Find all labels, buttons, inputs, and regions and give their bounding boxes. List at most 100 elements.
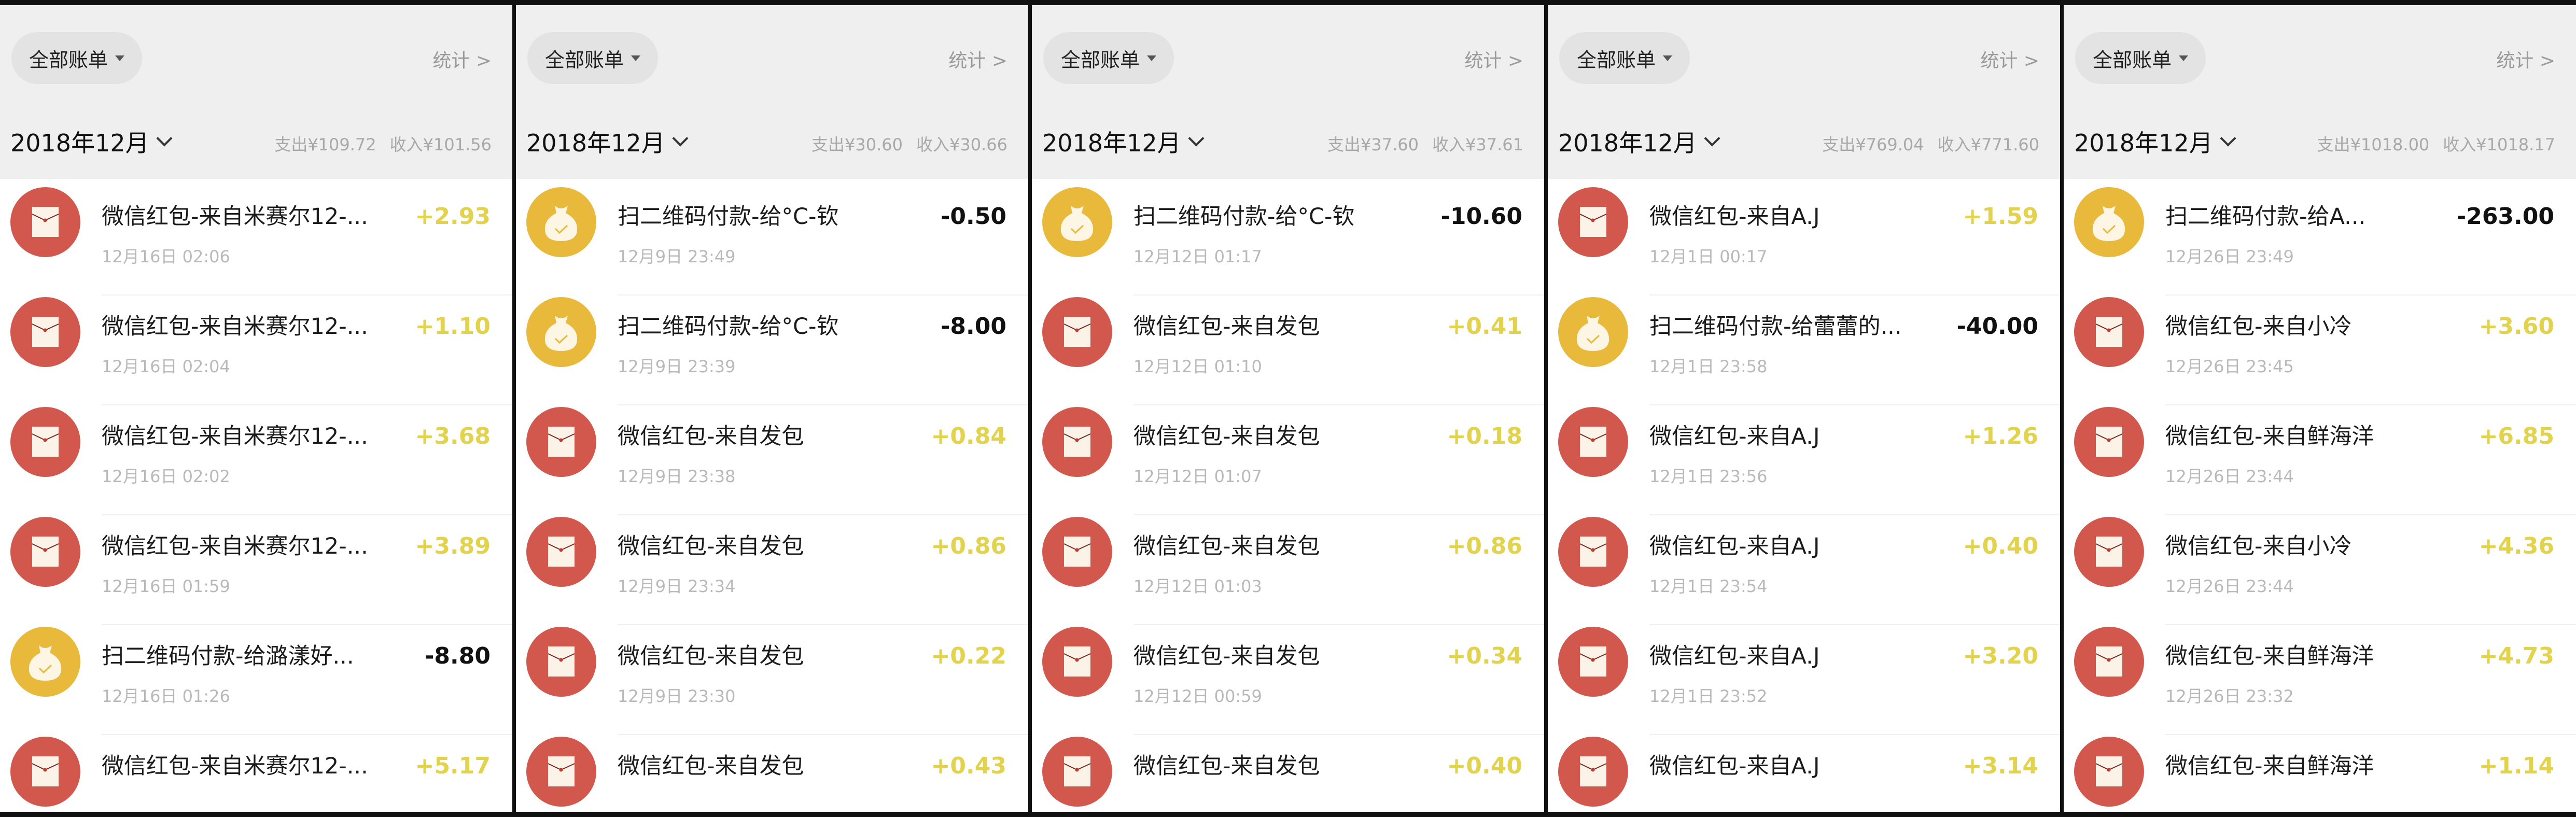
transaction-amount: -8.00 bbox=[941, 313, 1006, 340]
transaction-row[interactable]: 微信红包-来自发包 12月12日 01:10 +0.41 bbox=[1032, 295, 1544, 405]
transaction-row[interactable]: 微信红包-来自发包 12月12日 00:59 +0.34 bbox=[1032, 625, 1544, 735]
transaction-date: 12月9日 23:34 bbox=[618, 576, 736, 596]
transaction-row[interactable]: 微信红包-来自米赛尔12-... 12月16日 02:06 +2.93 bbox=[0, 186, 512, 295]
transaction-row[interactable]: 微信红包-来自鲜海洋 12月26日 23:44 +6.85 bbox=[2064, 405, 2576, 515]
red-packet-icon bbox=[1558, 407, 1628, 477]
stats-link[interactable]: 统计 > bbox=[432, 50, 492, 72]
transaction-row[interactable]: 微信红包-来自米赛尔12-... 12月16日 01:59 +3.89 bbox=[0, 515, 512, 625]
bill-header: 全部账单 统计 > 2018年12月 支出¥30.60 收入¥30.66 bbox=[516, 5, 1028, 179]
transaction-amount: +0.40 bbox=[1447, 753, 1522, 779]
transaction-title: 微信红包-来自鲜海洋 bbox=[2165, 643, 2374, 669]
transaction-title: 扫二维码付款-给蕾蕾的... bbox=[1649, 314, 1902, 340]
red-packet-icon bbox=[10, 407, 80, 477]
transaction-row[interactable]: 微信红包-来自米赛尔12-... 12月16日 02:04 +1.10 bbox=[0, 295, 512, 405]
transaction-date: 12月16日 02:04 bbox=[102, 357, 230, 376]
transaction-row[interactable]: 扫二维码付款-给蕾蕾的... 12月1日 23:58 -40.00 bbox=[1548, 295, 2060, 405]
transaction-row[interactable]: 微信红包-来自鲜海洋 +1.14 bbox=[2064, 735, 2576, 808]
stats-link[interactable]: 统计 > bbox=[1464, 50, 1523, 72]
transaction-date: 12月12日 01:17 bbox=[1133, 247, 1262, 266]
transaction-amount: +1.59 bbox=[1963, 203, 2038, 230]
red-packet-icon bbox=[1558, 627, 1628, 697]
transaction-row[interactable]: 微信红包-来自小冷 12月26日 23:45 +3.60 bbox=[2064, 295, 2576, 405]
stats-link[interactable]: 统计 > bbox=[948, 50, 1007, 72]
stats-link[interactable]: 统计 > bbox=[2496, 50, 2555, 72]
bill-panel: 全部账单 统计 > 2018年12月 支出¥30.60 收入¥30.66 扫二维… bbox=[516, 5, 1028, 812]
red-packet-icon bbox=[1042, 297, 1112, 367]
month-picker[interactable]: 2018年12月 bbox=[2074, 124, 2236, 159]
month-picker[interactable]: 2018年12月 bbox=[1042, 124, 1205, 159]
row-divider bbox=[1649, 514, 2060, 515]
transaction-row[interactable]: 微信红包-来自发包 12月9日 23:34 +0.86 bbox=[516, 515, 1028, 625]
transaction-row[interactable]: 扫二维码付款-给潞漾好... 12月16日 01:26 -8.80 bbox=[0, 625, 512, 735]
transaction-row[interactable]: 微信红包-来自A.J 12月1日 00:17 +1.59 bbox=[1548, 186, 2060, 295]
transaction-row[interactable]: 扫二维码付款-给A... 12月26日 23:49 -263.00 bbox=[2064, 186, 2576, 295]
stats-link[interactable]: 统计 > bbox=[1980, 50, 2039, 72]
transaction-row[interactable]: 扫二维码付款-给°C-钦 12月9日 23:39 -8.00 bbox=[516, 295, 1028, 405]
transaction-row[interactable]: 微信红包-来自米赛尔12-... 12月16日 02:02 +3.68 bbox=[0, 405, 512, 515]
month-picker[interactable]: 2018年12月 bbox=[1558, 124, 1720, 159]
transaction-row[interactable]: 微信红包-来自发包 12月12日 01:07 +0.18 bbox=[1032, 405, 1544, 515]
transaction-title: 微信红包-来自发包 bbox=[618, 424, 804, 449]
red-packet-icon bbox=[2074, 627, 2144, 697]
transaction-title: 扫二维码付款-给°C-钦 bbox=[618, 314, 839, 340]
row-divider bbox=[1649, 294, 2060, 295]
all-bills-filter-button[interactable]: 全部账单 bbox=[527, 32, 659, 84]
all-bills-filter-button[interactable]: 全部账单 bbox=[1043, 32, 1174, 84]
row-divider bbox=[102, 624, 512, 625]
transaction-title: 微信红包-来自米赛尔12-... bbox=[102, 753, 368, 779]
transaction-amount: +0.34 bbox=[1447, 643, 1522, 669]
filter-label: 全部账单 bbox=[545, 48, 624, 72]
row-divider bbox=[102, 404, 512, 405]
row-divider bbox=[1133, 624, 1544, 625]
income-summary: 收入¥771.60 bbox=[1937, 135, 2039, 154]
transaction-row[interactable]: 微信红包-来自A.J 12月1日 23:54 +0.40 bbox=[1548, 515, 2060, 625]
transaction-row[interactable]: 微信红包-来自A.J +3.14 bbox=[1548, 735, 2060, 808]
bill-panel: 全部账单 统计 > 2018年12月 支出¥1018.00 收入¥1018.17… bbox=[2064, 5, 2576, 812]
all-bills-filter-button[interactable]: 全部账单 bbox=[1559, 32, 1690, 84]
month-picker[interactable]: 2018年12月 bbox=[526, 124, 689, 159]
income-summary: 收入¥101.56 bbox=[389, 135, 492, 154]
transaction-title: 微信红包-来自小冷 bbox=[2165, 533, 2352, 559]
transaction-amount: +1.10 bbox=[415, 313, 491, 340]
red-packet-icon bbox=[2074, 737, 2144, 807]
transaction-amount: +0.40 bbox=[1963, 533, 2038, 559]
transaction-row[interactable]: 微信红包-来自发包 12月9日 23:38 +0.84 bbox=[516, 405, 1028, 515]
transaction-amount: +0.22 bbox=[931, 643, 1006, 669]
transaction-date: 12月1日 23:56 bbox=[1649, 467, 1768, 486]
transaction-amount: +5.17 bbox=[415, 753, 491, 779]
transaction-row[interactable]: 扫二维码付款-给°C-钦 12月12日 01:17 -10.60 bbox=[1032, 186, 1544, 295]
transaction-row[interactable]: 微信红包-来自发包 +0.40 bbox=[1032, 735, 1544, 808]
red-packet-icon bbox=[2074, 407, 2144, 477]
transaction-row[interactable]: 微信红包-来自A.J 12月1日 23:56 +1.26 bbox=[1548, 405, 2060, 515]
transaction-row[interactable]: 扫二维码付款-给°C-钦 12月9日 23:49 -0.50 bbox=[516, 186, 1028, 295]
transaction-row[interactable]: 微信红包-来自米赛尔12-... +5.17 bbox=[0, 735, 512, 808]
transaction-title: 微信红包-来自米赛尔12-... bbox=[102, 533, 368, 559]
all-bills-filter-button[interactable]: 全部账单 bbox=[2075, 32, 2206, 84]
bill-panel: 全部账单 统计 > 2018年12月 支出¥769.04 收入¥771.60 微… bbox=[1548, 5, 2060, 812]
transaction-amount: -8.80 bbox=[425, 643, 491, 669]
transaction-title: 微信红包-来自米赛尔12-... bbox=[102, 314, 368, 340]
transaction-row[interactable]: 微信红包-来自鲜海洋 12月26日 23:32 +4.73 bbox=[2064, 625, 2576, 735]
transaction-row[interactable]: 微信红包-来自A.J 12月1日 23:52 +3.20 bbox=[1548, 625, 2060, 735]
dropdown-triangle-icon bbox=[1147, 55, 1157, 61]
red-packet-icon bbox=[10, 297, 80, 367]
income-summary: 收入¥30.66 bbox=[916, 135, 1007, 154]
transaction-amount: -0.50 bbox=[941, 203, 1006, 230]
transaction-amount: -10.60 bbox=[1440, 203, 1522, 230]
month-picker[interactable]: 2018年12月 bbox=[10, 124, 173, 159]
all-bills-filter-button[interactable]: 全部账单 bbox=[11, 32, 143, 84]
filter-label: 全部账单 bbox=[1061, 48, 1140, 72]
month-label: 2018年12月 bbox=[2074, 129, 2213, 157]
transaction-amount: +3.14 bbox=[1963, 753, 2038, 779]
transaction-amount: +0.84 bbox=[931, 423, 1006, 449]
transaction-row[interactable]: 微信红包-来自小冷 12月26日 23:44 +4.36 bbox=[2064, 515, 2576, 625]
month-summary: 支出¥109.72 收入¥101.56 bbox=[274, 132, 492, 156]
bill-panel: 全部账单 统计 > 2018年12月 支出¥37.60 收入¥37.61 扫二维… bbox=[1032, 5, 1544, 812]
bill-header: 全部账单 统计 > 2018年12月 支出¥1018.00 收入¥1018.17 bbox=[2064, 5, 2576, 179]
money-bag-icon bbox=[526, 187, 596, 257]
transaction-row[interactable]: 微信红包-来自发包 12月12日 01:03 +0.86 bbox=[1032, 515, 1544, 625]
transaction-row[interactable]: 微信红包-来自发包 +0.43 bbox=[516, 735, 1028, 808]
chevron-down-icon bbox=[1188, 130, 1205, 147]
transaction-date: 12月1日 23:54 bbox=[1649, 576, 1768, 596]
transaction-row[interactable]: 微信红包-来自发包 12月9日 23:30 +0.22 bbox=[516, 625, 1028, 735]
